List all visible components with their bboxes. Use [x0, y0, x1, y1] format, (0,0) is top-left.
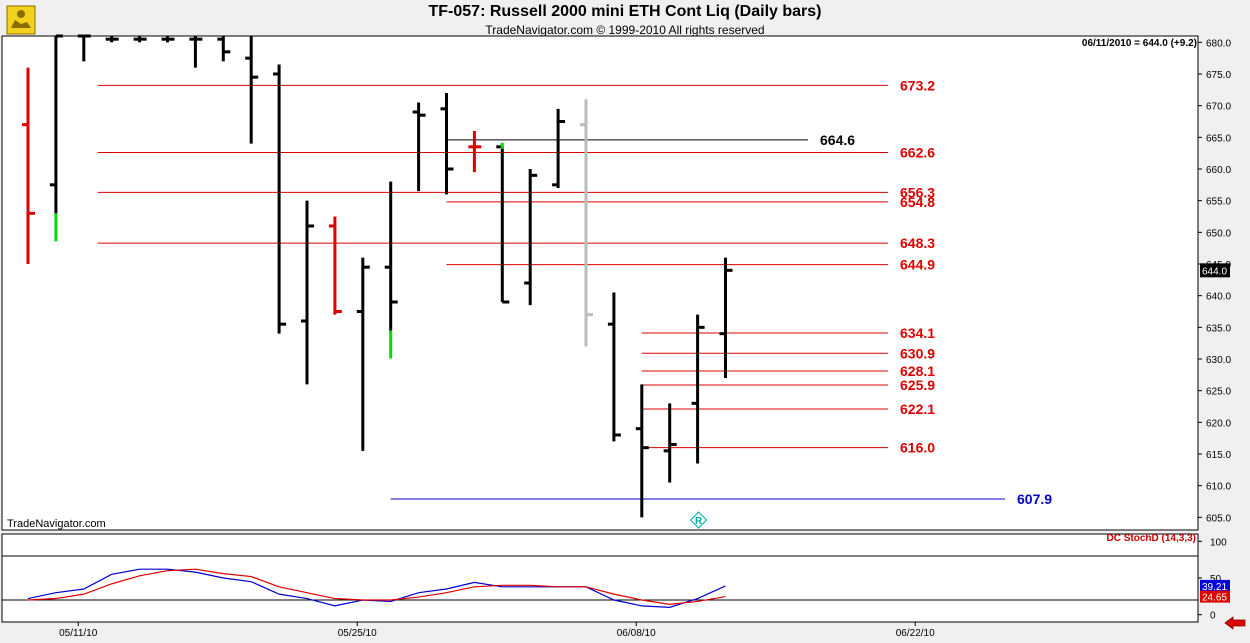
level-label: 630.9 — [900, 345, 935, 361]
level-label: 673.2 — [900, 77, 935, 93]
stoch-line-blue — [27, 568, 726, 608]
price-tag: 644.0 — [1202, 266, 1227, 277]
y-tick-label: 615.0 — [1206, 450, 1231, 461]
indicator-plot-area — [1, 533, 1199, 623]
level-label: 656.3 — [900, 184, 935, 200]
level-label: 622.1 — [900, 401, 935, 417]
y-tick-label: 650.0 — [1206, 228, 1231, 239]
y-tick-label: 630.0 — [1206, 355, 1231, 366]
y-tick-label: 665.0 — [1206, 133, 1231, 144]
stoch-tick-label: 0 — [1210, 611, 1216, 622]
level-label: 616.0 — [900, 440, 935, 456]
y-tick-label: 670.0 — [1206, 102, 1231, 113]
back-arrow-icon[interactable] — [1224, 616, 1246, 630]
stoch-tag-red-box — [1200, 590, 1230, 603]
price-tag-box — [1200, 263, 1230, 278]
y-tick-label: 610.0 — [1206, 482, 1231, 493]
level-label: 634.1 — [900, 325, 935, 341]
stoch-tag-blue-box — [1200, 579, 1230, 592]
stoch-line-red — [27, 568, 726, 606]
y-tick-label: 620.0 — [1206, 418, 1231, 429]
y-tick-label: 635.0 — [1206, 323, 1231, 334]
level-label: 628.1 — [900, 363, 935, 379]
y-tick-label: 625.0 — [1206, 387, 1231, 398]
chart-title: TF-057: Russell 2000 mini ETH Cont Liq (… — [428, 3, 822, 20]
level-label: 644.9 — [900, 257, 935, 273]
marker-diamond-icon[interactable] — [689, 511, 708, 529]
level-label: 662.6 — [900, 145, 935, 161]
y-tick-label: 605.0 — [1206, 513, 1231, 524]
x-tick-label: 06/08/10 — [617, 628, 656, 639]
x-tick-label: 05/25/10 — [338, 628, 377, 639]
watermark: TradeNavigator.com — [7, 518, 106, 530]
stoch-tick-label: 100 — [1210, 537, 1227, 548]
level-label: 625.9 — [900, 377, 935, 393]
last-bar-info: 06/11/2010 = 644.0 (+9.2) — [1081, 38, 1197, 49]
x-tick-label: 06/22/10 — [896, 628, 935, 639]
marker-label: R — [695, 516, 703, 527]
price-plot-area — [1, 35, 1199, 531]
level-label: 607.9 — [1017, 491, 1052, 507]
stoch-tag-blue: 39.21 — [1202, 582, 1227, 593]
y-tick-label: 680.0 — [1206, 38, 1231, 49]
level-label: 654.8 — [900, 194, 935, 210]
x-tick-label: 05/11/10 — [59, 628, 98, 639]
logo-icon[interactable] — [5, 4, 37, 36]
y-tick-label: 640.0 — [1206, 292, 1231, 303]
chart-subtitle: TradeNavigator.com © 1999-2010 All right… — [485, 23, 765, 37]
stoch-tag-red: 24.65 — [1202, 593, 1227, 604]
level-label: 664.6 — [820, 132, 855, 148]
stoch-tick-label: 50 — [1210, 574, 1222, 585]
y-tick-label: 675.0 — [1206, 70, 1231, 81]
y-tick-label: 660.0 — [1206, 165, 1231, 176]
level-label: 648.3 — [900, 235, 935, 251]
y-tick-label: 655.0 — [1206, 197, 1231, 208]
indicator-label: DC StochD (14,3,3) — [1106, 533, 1196, 544]
